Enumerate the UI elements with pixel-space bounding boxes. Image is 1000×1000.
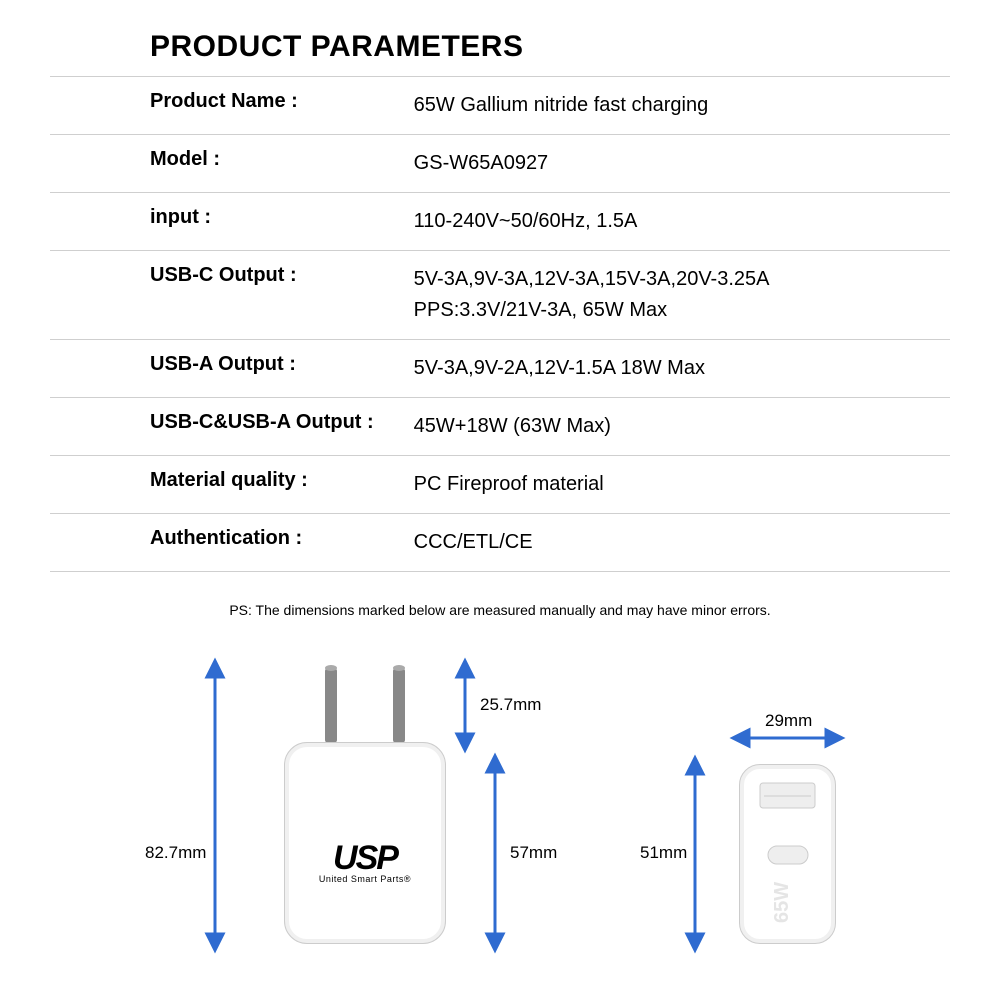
- param-value: 45W+18W (63W Max): [374, 398, 950, 456]
- dim-prong-height: 25.7mm: [480, 695, 541, 715]
- param-label: Material quality :: [50, 456, 374, 514]
- dim-front-width: 29mm: [765, 711, 812, 731]
- param-label: USB-C&USB-A Output :: [50, 398, 374, 456]
- dimensions-note: PS: The dimensions marked below are meas…: [50, 602, 950, 618]
- table-row: USB-C&USB-A Output :45W+18W (63W Max): [50, 398, 950, 456]
- param-label: Product Name :: [50, 77, 374, 135]
- param-value: 110-240V~50/60Hz, 1.5A: [374, 193, 950, 251]
- brand-name: USP: [285, 843, 445, 874]
- page-title: PRODUCT PARAMETERS: [50, 30, 950, 76]
- param-value: CCC/ETL/CE: [374, 514, 950, 572]
- param-value: 65W Gallium nitride fast charging: [374, 77, 950, 135]
- param-label: USB-C Output :: [50, 251, 374, 340]
- table-row: Material quality :PC Fireproof material: [50, 456, 950, 514]
- table-row: Model :GS-W65A0927: [50, 135, 950, 193]
- table-row: Product Name :65W Gallium nitride fast c…: [50, 77, 950, 135]
- brand-logo: USP United Smart Parts®: [285, 843, 445, 884]
- dim-total-height: 82.7mm: [145, 843, 206, 863]
- param-label: USB-A Output :: [50, 340, 374, 398]
- dim-body-height: 57mm: [510, 843, 557, 863]
- param-label: Model :: [50, 135, 374, 193]
- table-row: USB-C Output :5V-3A,9V-3A,12V-3A,15V-3A,…: [50, 251, 950, 340]
- dimensions-diagram: 65W 82.7mm 25.7mm 57mm 51mm 29mm USP Uni…: [50, 648, 950, 968]
- param-value: GS-W65A0927: [374, 135, 950, 193]
- param-value: 5V-3A,9V-2A,12V-1.5A 18W Max: [374, 340, 950, 398]
- param-label: Authentication :: [50, 514, 374, 572]
- param-label: input :: [50, 193, 374, 251]
- param-value: PC Fireproof material: [374, 456, 950, 514]
- svg-text:65W: 65W: [771, 882, 793, 923]
- table-row: input :110-240V~50/60Hz, 1.5A: [50, 193, 950, 251]
- dim-front-height: 51mm: [640, 843, 687, 863]
- param-value: 5V-3A,9V-3A,12V-3A,15V-3A,20V-3.25APPS:3…: [374, 251, 950, 340]
- table-row: USB-A Output :5V-3A,9V-2A,12V-1.5A 18W M…: [50, 340, 950, 398]
- brand-tagline: United Smart Parts®: [285, 874, 445, 884]
- table-row: Authentication :CCC/ETL/CE: [50, 514, 950, 572]
- parameters-table: Product Name :65W Gallium nitride fast c…: [50, 76, 950, 572]
